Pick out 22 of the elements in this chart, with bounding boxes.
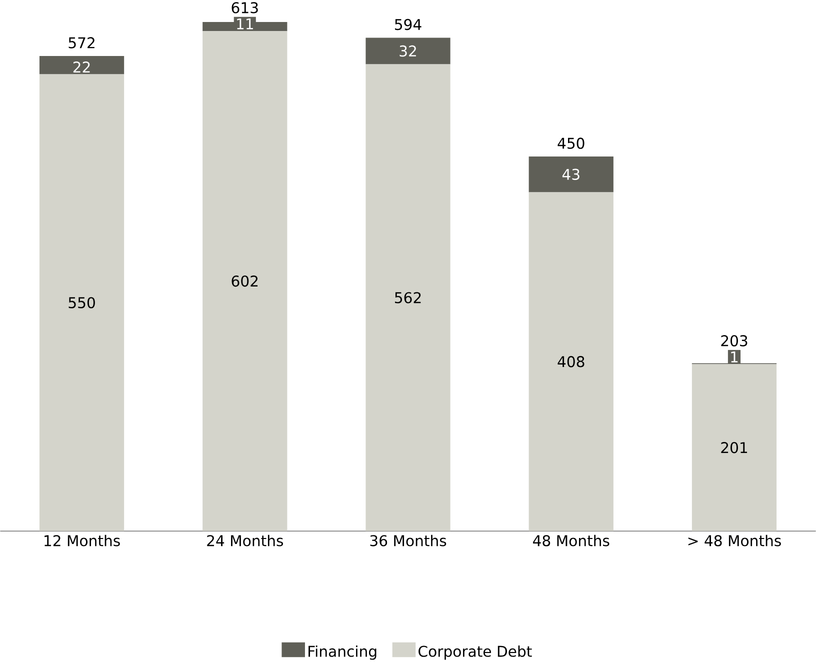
data-label: 602 — [232, 276, 258, 287]
legend-label: Financing — [308, 646, 376, 660]
x-tick-label: 12 Months — [44, 535, 120, 547]
data-label: 550 — [68, 297, 95, 309]
data-label: 22 — [73, 62, 90, 73]
data-label: 43 — [562, 168, 580, 180]
x-tick-label: 48 Months — [533, 535, 610, 547]
data-label: 562 — [395, 292, 421, 304]
total-label: 594 — [395, 19, 422, 30]
data-label: 11 — [237, 18, 253, 30]
legend-label: Corporate Debt — [418, 646, 532, 660]
total-label: 613 — [232, 2, 258, 14]
data-label: 1 — [731, 352, 738, 363]
x-tick-label: > 48 Months — [688, 535, 781, 547]
x-tick-label: 24 Months — [207, 535, 284, 547]
total-label: 203 — [721, 335, 748, 347]
total-label: 450 — [558, 138, 584, 150]
x-tick-label: 36 Months — [370, 535, 446, 547]
data-label: 201 — [721, 442, 748, 454]
data-label: 408 — [558, 356, 584, 368]
total-label: 572 — [68, 37, 94, 49]
data-label: 32 — [400, 46, 416, 57]
